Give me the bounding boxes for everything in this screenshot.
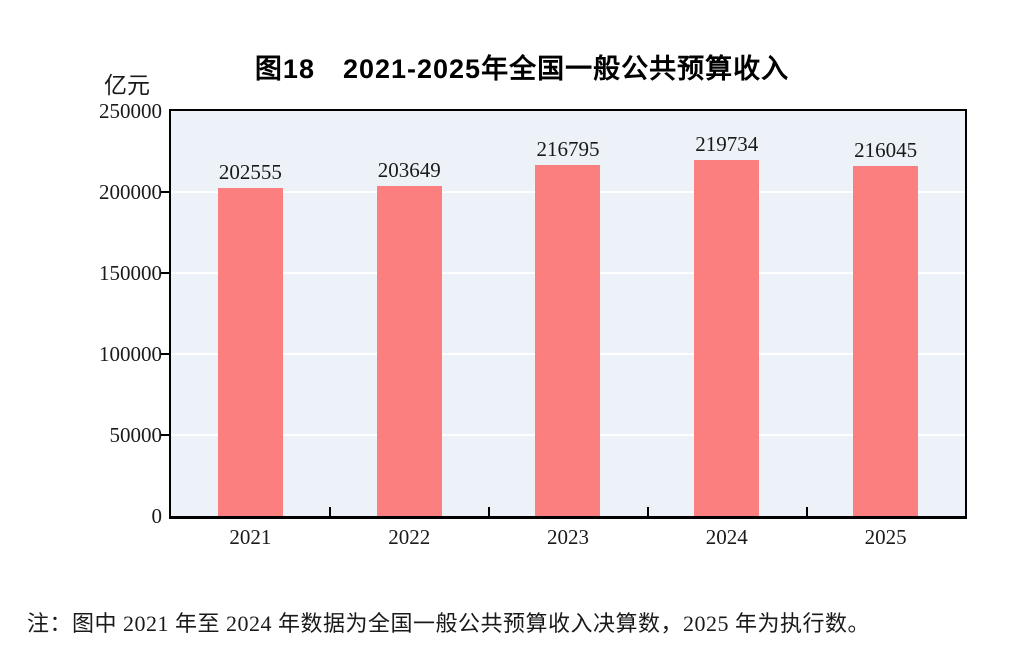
bar-value-label: 219734 bbox=[695, 132, 759, 157]
x-axis-tick-label: 2024 bbox=[705, 525, 748, 549]
bars-container: 202555 203649 216795 219734 216045 bbox=[171, 111, 965, 516]
bar-2021 bbox=[217, 187, 283, 516]
bar-value-label: 216045 bbox=[854, 138, 918, 163]
chart-title: 图18 2021-2025年全国一般公共预算收入 bbox=[254, 54, 790, 84]
bar-group: 219734 bbox=[647, 111, 806, 516]
x-axis-tick bbox=[806, 507, 808, 516]
bar-value-label: 216795 bbox=[536, 136, 600, 161]
y-axis-tick-label: 250000 bbox=[99, 99, 162, 123]
x-axis-tick bbox=[488, 507, 490, 516]
x-axis-tick-label: 2021 bbox=[229, 525, 272, 549]
y-axis-tick bbox=[161, 353, 170, 355]
bar-2025 bbox=[853, 166, 919, 516]
bar-2023 bbox=[535, 164, 601, 516]
bar-group: 203649 bbox=[330, 111, 489, 516]
plot-area: 202555 203649 216795 219734 216045 bbox=[169, 109, 967, 519]
bar-2024 bbox=[694, 160, 760, 516]
bar-group: 202555 bbox=[171, 111, 330, 516]
x-axis-tick-label: 2025 bbox=[864, 525, 907, 549]
bar-group: 216045 bbox=[806, 111, 965, 516]
bar-group: 216795 bbox=[489, 111, 648, 516]
x-axis-tick bbox=[329, 507, 331, 516]
y-axis-tick bbox=[161, 434, 170, 436]
x-axis-labels: 2021 2022 2023 2024 2025 bbox=[171, 525, 965, 550]
footnote: 注：图中 2021 年至 2024 年数据为全国一般公共预算收入决算数，2025… bbox=[27, 611, 871, 636]
bar-2022 bbox=[376, 186, 442, 516]
bar-value-label: 203649 bbox=[377, 158, 441, 183]
y-axis-tick-label: 150000 bbox=[99, 261, 162, 285]
y-axis-tick bbox=[161, 272, 170, 274]
y-axis-unit-label: 亿元 bbox=[104, 73, 150, 98]
x-axis-tick-label: 2022 bbox=[388, 525, 431, 549]
bar-value-label: 202555 bbox=[218, 159, 282, 184]
x-axis-tick-label: 2023 bbox=[546, 525, 589, 549]
y-axis-tick-label: 0 bbox=[151, 504, 163, 528]
x-axis-tick bbox=[647, 507, 649, 516]
y-axis-tick-label: 100000 bbox=[99, 342, 162, 366]
y-axis-tick bbox=[161, 191, 170, 193]
y-axis-tick-label: 50000 bbox=[109, 423, 163, 447]
y-axis-tick-label: 200000 bbox=[99, 180, 162, 204]
